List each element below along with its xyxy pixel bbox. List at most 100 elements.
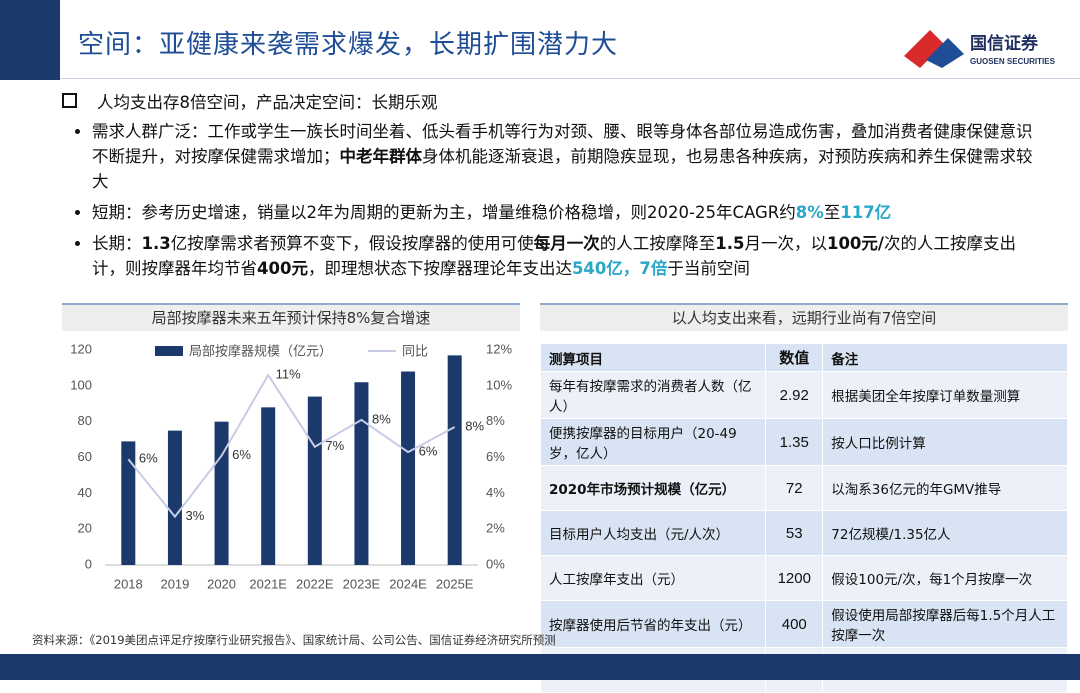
- bar: [401, 371, 416, 565]
- bullet-run: 540亿，7倍: [571, 259, 668, 278]
- y2-tick-label: 8%: [486, 413, 505, 428]
- bar: [307, 396, 322, 565]
- y-tick-label: 20: [78, 521, 92, 536]
- y-tick-label: 80: [78, 413, 92, 428]
- legend-label: 局部按摩器规模（亿元）: [189, 343, 332, 358]
- value-label: 6%: [232, 447, 251, 462]
- bullet-run: 长期：: [92, 234, 142, 253]
- x-tick-label: 2020: [207, 576, 236, 591]
- row: 人工按摩年支出（元） 1200 假设100元/次，每1个月按摩一次: [539, 555, 1068, 601]
- value-label: 8%: [465, 418, 484, 433]
- bar: [121, 441, 136, 565]
- cell: 根据美团全年按摩订单数量测算: [822, 371, 1068, 419]
- legend-label: 同比: [402, 343, 428, 358]
- cell: 1.35: [765, 418, 824, 466]
- y2-tick-label: 4%: [486, 485, 505, 500]
- bullet-run: 中老年群体: [339, 147, 423, 166]
- y2-tick-label: 0%: [486, 556, 505, 571]
- cell: 2.92: [765, 371, 824, 419]
- cell: 以淘系36亿元的年GMV推导: [822, 465, 1068, 511]
- chart-title: 局部按摩器未来五年预计保持8%复合增速: [62, 303, 520, 331]
- cell: 72亿规模/1.35亿人: [822, 510, 1068, 556]
- bullet-run: 400元: [257, 259, 308, 278]
- row: 目标用户人均支出（元/人次） 53 72亿规模/1.35亿人: [539, 510, 1068, 556]
- chart: 0 20 40 60 80 100 120 0% 2% 4% 6% 8% 10% 12% 6% 3% 6% 11%…: [70, 341, 512, 591]
- bullet-run: 需求人群广泛：: [92, 122, 208, 141]
- row: 按摩器使用后节省的年支出（元） 400 假设使用局部按摩器后每1.5个月人工按摩一次: [539, 600, 1068, 648]
- bullet-run: 1.5: [715, 234, 745, 253]
- header-cell: 数值: [765, 343, 824, 372]
- y2-tick-label: 10%: [486, 377, 512, 392]
- value-label: 7%: [325, 438, 344, 453]
- line: [127, 373, 456, 519]
- bullet-run: 亿按摩需求者预算不变下，假设按摩器的使用可使: [170, 234, 534, 253]
- x-tick-label: 2023E: [343, 576, 381, 591]
- bullets: 人均支出存8倍空间，产品决定空间：长期乐观 需求人群广泛：工作或学生一族长时间坐…: [62, 90, 1042, 287]
- cell: 1200: [765, 555, 824, 601]
- x-tick-label: 2018: [114, 576, 143, 591]
- x-tick-label: 2024E: [389, 576, 427, 591]
- y-tick-label: 0: [85, 556, 92, 571]
- y2-tick-label: 6%: [486, 449, 505, 464]
- bullet-run: 1.3: [141, 234, 171, 253]
- y2-tick-label: 2%: [486, 521, 505, 536]
- logo-en: GUOSEN SECURITIES: [970, 57, 1056, 66]
- bullet-run: 次的人工按摩支出计，则按摩器年均节省: [92, 234, 1016, 278]
- table-title: 以人均支出来看，远期行业尚有7倍空间: [540, 303, 1068, 331]
- bullet-run: 每月一次: [533, 234, 600, 253]
- bullet-run: 至: [823, 203, 841, 222]
- footer-band: [0, 654, 1080, 680]
- x-tick-label: 2021E: [249, 576, 287, 591]
- x-tick-label: 2022E: [296, 576, 334, 591]
- cell: 53: [765, 510, 824, 556]
- legend-swatch: [155, 346, 183, 356]
- cell: 便携按摩器的目标用户（20-49岁，亿人）: [539, 418, 767, 466]
- value-label: 6%: [139, 451, 158, 466]
- y-tick-label: 40: [78, 485, 92, 500]
- cell: 72: [765, 465, 824, 511]
- source: 资料来源：《2019美团点评足疗按摩行业研究报告》、国家统计局、公司公告、国信证…: [32, 633, 556, 647]
- bar: [261, 407, 276, 565]
- x-tick-label: 2019: [160, 576, 189, 591]
- y-tick-label: 120: [70, 341, 92, 356]
- corner-block: [0, 0, 60, 80]
- y2-tick-label: 12%: [486, 341, 512, 356]
- bullet-run: 短期：参考历史增速，销量以2年为周期的更新为主，增量维稳价格稳增，则2020-2…: [92, 203, 796, 222]
- cell: 按摩器使用后节省的年支出（元）: [539, 600, 767, 648]
- y-tick-label: 60: [78, 449, 92, 464]
- cell: 人工按摩年支出（元）: [539, 555, 767, 601]
- slide-title: 空间：亚健康来袭需求爆发，长期扩围潜力大: [78, 30, 619, 60]
- bullet-run: 100元/: [826, 234, 884, 253]
- header-row: 测算项目 数值 备注: [539, 343, 1068, 372]
- x-tick-label: 2025E: [436, 576, 474, 591]
- logo-cn: 国信证券: [970, 33, 1039, 54]
- value-label: 3%: [186, 508, 205, 523]
- heading-text: 人均支出存8倍空间，产品决定空间：长期乐观: [97, 93, 438, 112]
- header-rule: [60, 78, 1080, 79]
- bullet-run: 工作或学生一族长时间坐着、低头看手机等行为对颈、腰、眼等身体各部位易造成伤害，叠…: [92, 122, 1033, 166]
- table-panel: 以人均支出来看，远期行业尚有7倍空间 测算项目 数值 备注 每年有按摩需求的消费者人数…: [539, 303, 1068, 693]
- cell: 2020年市场预计规模（亿元）: [539, 465, 767, 511]
- value-label: 11%: [276, 367, 301, 382]
- cell: 假设100元/次，每1个月按摩一次: [822, 555, 1068, 601]
- bullet-item: 短期：参考历史增速，销量以2年为周期的更新为主，增量维稳价格稳增，则2020-2…: [92, 200, 1042, 225]
- y-tick-label: 100: [70, 377, 92, 392]
- bar: [214, 421, 229, 565]
- bullet-run: ，即理想状态下按摩器理论年支出达: [307, 259, 572, 278]
- cell: 每年有按摩需求的消费者人数（亿人）: [539, 371, 767, 419]
- value-label: 8%: [372, 411, 391, 426]
- bar: [167, 430, 182, 565]
- row: 便携按摩器的目标用户（20-49岁，亿人） 1.35 按人口比例计算: [539, 418, 1068, 466]
- logo: 国信证券 GUOSEN SECURITIES: [904, 30, 1056, 68]
- cell: 按人口比例计算: [822, 418, 1068, 466]
- cell: 目标用户人均支出（元/人次）: [539, 510, 767, 556]
- header-cell: 备注: [822, 343, 1068, 372]
- bullet-run: 117亿: [840, 203, 892, 222]
- header-cell: 测算项目: [539, 343, 767, 372]
- bullet-run: 的人工按摩降至: [599, 234, 716, 253]
- row: 每年有按摩需求的消费者人数（亿人） 2.92 根据美团全年按摩订单数量测算: [539, 371, 1068, 419]
- bar: [354, 382, 369, 565]
- bullet-heading: 人均支出存8倍空间，产品决定空间：长期乐观: [62, 90, 1042, 115]
- bullet-run: 月一次，以: [744, 234, 827, 253]
